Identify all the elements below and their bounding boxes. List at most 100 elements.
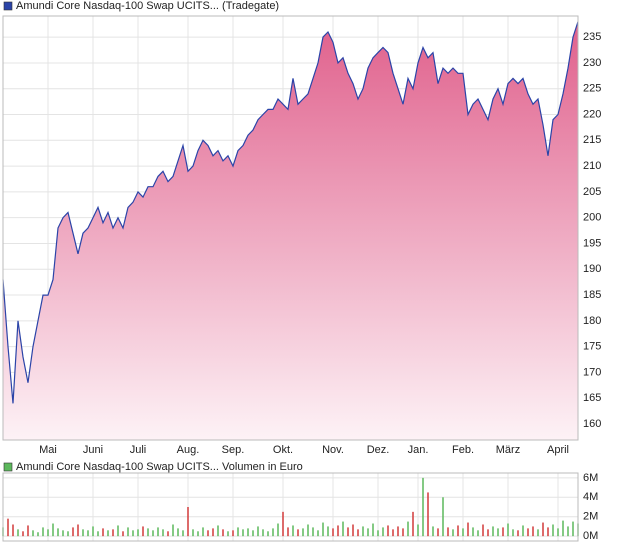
volume-bar xyxy=(467,522,469,537)
plot-frame xyxy=(2,15,579,441)
volume-bar xyxy=(477,530,479,537)
x-tick-label: April xyxy=(547,444,569,456)
volume-bar xyxy=(537,529,539,537)
volume-bar xyxy=(372,523,374,537)
volume-bar xyxy=(387,525,389,537)
volume-bar xyxy=(152,530,154,537)
volume-bar xyxy=(277,523,279,537)
volume-bar xyxy=(347,527,349,537)
volume-bar xyxy=(517,530,519,537)
x-tick-label: Dez. xyxy=(367,444,390,456)
volume-bar xyxy=(212,528,214,537)
y-tick-label: 205 xyxy=(583,186,601,198)
volume-bar xyxy=(422,477,424,537)
volume-bar xyxy=(407,521,409,537)
y-tick-label: 170 xyxy=(583,366,601,378)
volume-bar xyxy=(522,525,524,537)
volume-bar xyxy=(107,530,109,537)
volume-bar xyxy=(377,530,379,537)
volume-bar xyxy=(332,528,334,537)
volume-bar xyxy=(272,528,274,537)
x-tick-label: Sep. xyxy=(222,444,245,456)
y-tick-label: 0M xyxy=(583,530,598,542)
x-tick-label: Aug. xyxy=(177,444,200,456)
volume-bar xyxy=(77,524,79,537)
volume-bar xyxy=(472,527,474,537)
volume-bar xyxy=(87,530,89,537)
volume-bar xyxy=(47,529,49,537)
volume-bar xyxy=(207,530,209,537)
legend-swatch xyxy=(3,462,13,472)
volume-bar xyxy=(542,522,544,537)
x-tick-label: Feb. xyxy=(452,444,474,456)
legend-label: Amundi Core Nasdaq-100 Swap UCITS... (Tr… xyxy=(16,0,279,12)
volume-bar xyxy=(402,528,404,537)
legend-swatch xyxy=(3,1,13,11)
y-tick-label: 190 xyxy=(583,263,601,275)
y-tick-label: 175 xyxy=(583,341,601,353)
volume-bar xyxy=(222,529,224,537)
y-tick-label: 230 xyxy=(583,57,601,69)
volume-bar xyxy=(27,525,29,537)
volume-bar xyxy=(367,528,369,537)
volume-bar xyxy=(497,528,499,537)
volume-bar xyxy=(247,528,249,537)
y-tick-label: 200 xyxy=(583,212,601,224)
volume-bar xyxy=(117,525,119,537)
volume-bar xyxy=(297,529,299,537)
volume-bar xyxy=(452,529,454,537)
volume-bar xyxy=(287,527,289,537)
y-tick-label: 195 xyxy=(583,237,601,249)
volume-bar xyxy=(187,507,189,537)
volume-bar xyxy=(507,523,509,537)
volume-bar xyxy=(442,497,444,537)
y-tick-label: 6M xyxy=(583,472,598,484)
volume-bar xyxy=(357,529,359,537)
volume-bar xyxy=(232,530,234,537)
x-tick-label: Nov. xyxy=(322,444,344,456)
volume-bar xyxy=(447,527,449,537)
price-line xyxy=(2,21,579,404)
volume-bar xyxy=(122,531,124,537)
volume-bar xyxy=(37,532,39,537)
volume-bar xyxy=(337,525,339,537)
volume-bar xyxy=(137,529,139,537)
volume-bar xyxy=(52,523,54,537)
volume-bar xyxy=(342,521,344,537)
volume-bar xyxy=(132,530,134,537)
price-area xyxy=(3,21,578,440)
y-tick-label: 4M xyxy=(583,491,598,503)
volume-bar xyxy=(192,529,194,537)
volume-bar xyxy=(352,524,354,537)
volume-bar xyxy=(217,525,219,537)
volume-bar xyxy=(157,527,159,537)
volume-bar xyxy=(572,521,574,537)
y-tick-label: 160 xyxy=(583,418,601,430)
volume-bar xyxy=(262,529,264,537)
volume-bar xyxy=(417,524,419,537)
volume-bar xyxy=(427,492,429,537)
y-tick-label: 215 xyxy=(583,134,601,146)
volume-bar xyxy=(562,520,564,537)
volume-bar xyxy=(317,530,319,537)
legend-label: Amundi Core Nasdaq-100 Swap UCITS... Vol… xyxy=(16,461,303,473)
volume-bar xyxy=(62,530,64,537)
volume-bar xyxy=(327,526,329,537)
volume-bar xyxy=(487,529,489,537)
volume-bar xyxy=(142,526,144,537)
volume-bar xyxy=(172,524,174,537)
x-tick-label: Juni xyxy=(83,444,103,456)
volume-bar xyxy=(552,524,554,537)
y-tick-label: 180 xyxy=(583,315,601,327)
x-tick-label: März xyxy=(496,444,520,456)
volume-bar xyxy=(412,511,414,537)
volume-bar xyxy=(252,530,254,537)
volume-bar xyxy=(202,527,204,537)
volume-bar xyxy=(197,531,199,537)
volume-bar xyxy=(12,524,14,537)
y-tick-label: 165 xyxy=(583,392,601,404)
x-tick-label: Juli xyxy=(130,444,147,456)
volume-bar xyxy=(32,530,34,537)
